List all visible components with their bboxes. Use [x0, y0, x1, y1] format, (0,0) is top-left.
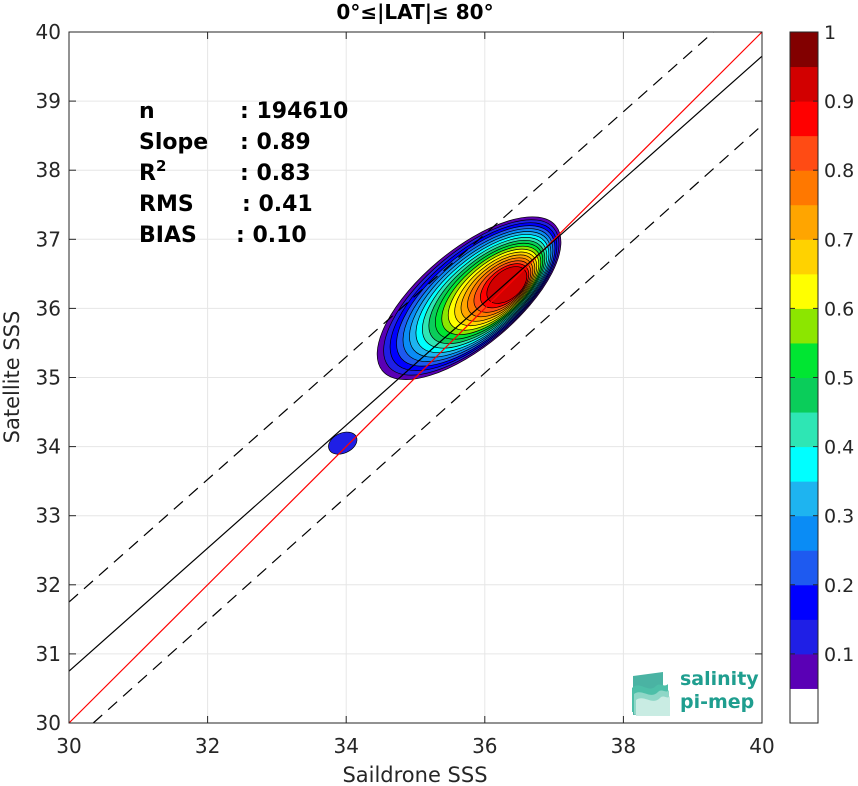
- x-tick-label: 32: [195, 734, 220, 758]
- x-tick-label: 40: [749, 734, 774, 758]
- stat-value-r: : 0.83: [240, 161, 311, 186]
- colorbar: 0.1 0.2 0.3 0.4 0.5 0.6 0.7 0.8 0.9 1: [789, 22, 854, 724]
- colorbar-band-19: [790, 32, 818, 68]
- statistics-box: n : 194610 Slope : 0.89 R2 : 0.83 RMS : 0.41 BIA…: [139, 99, 348, 248]
- colorbar-band-12: [790, 273, 818, 309]
- y-tick-label: 33: [36, 504, 61, 528]
- stat-label-n: n: [139, 99, 155, 124]
- y-tick-label: 31: [36, 642, 61, 666]
- colorbar-tick-label: 0.4: [824, 437, 854, 459]
- colorbar-band-6: [790, 481, 818, 517]
- colorbar-band-3: [790, 584, 818, 620]
- y-tick-label: 30: [36, 711, 61, 735]
- chart-title: 0°≤|LAT|≤ 80°: [336, 0, 493, 24]
- colorbar-band-17: [790, 101, 818, 137]
- upper-bound-line: [68, 31, 714, 603]
- colorbar-tick-label: 0.6: [824, 298, 854, 320]
- logo-text-line1: salinity: [680, 668, 759, 690]
- density-contours: [328, 216, 562, 455]
- colorbar-band-4: [790, 550, 818, 586]
- colorbar-band-18: [790, 66, 818, 102]
- stat-label-r: R2: [139, 157, 166, 186]
- stat-label-slope: Slope: [139, 130, 208, 155]
- one-to-one-line: [68, 31, 763, 724]
- stat-label-rms: RMS: [139, 192, 194, 217]
- y-tick-label: 35: [36, 366, 61, 390]
- y-tick-label: 34: [36, 435, 61, 459]
- colorbar-band-8: [790, 412, 818, 448]
- stat-value-rms: : 0.41: [242, 192, 313, 217]
- x-tick-label: 38: [611, 734, 636, 758]
- colorbar-tick-label: 0.9: [824, 91, 854, 113]
- contour-secondary-peak: [328, 431, 358, 455]
- colorbar-tick-label: 0.7: [824, 229, 854, 251]
- salinity-pi-mep-logo: salinity pi-mep: [632, 668, 759, 716]
- colorbar-band-9: [790, 377, 818, 413]
- x-tick-label: 30: [56, 734, 81, 758]
- colorbar-band-1: [790, 653, 818, 689]
- colorbar-band-0: [790, 688, 818, 724]
- colorbar-band-13: [790, 239, 818, 275]
- stat-value-bias: : 0.10: [236, 223, 307, 248]
- colorbar-tick-label: 0.5: [824, 368, 854, 390]
- colorbar-band-11: [790, 308, 818, 344]
- stat-value-n: : 194610: [240, 99, 348, 124]
- y-tick-label: 39: [36, 89, 61, 113]
- colorbar-band-7: [790, 446, 818, 482]
- colorbar-band-16: [790, 135, 818, 171]
- logo-text-line2: pi-mep: [680, 691, 754, 713]
- lower-bound-line: [92, 124, 763, 724]
- y-tick-label: 32: [36, 573, 61, 597]
- y-tick-label: 36: [36, 296, 61, 320]
- colorbar-band-15: [790, 170, 818, 206]
- colorbar-band-14: [790, 204, 818, 240]
- y-tick-label: 37: [36, 227, 61, 251]
- x-axis-label: Saildrone SSS: [342, 763, 487, 786]
- colorbar-tick-label: 0.3: [824, 506, 854, 528]
- y-axis-label: Satellite SSS: [0, 311, 24, 444]
- colorbar-band-2: [790, 619, 818, 655]
- y-tick-label: 40: [36, 20, 61, 44]
- colorbar-band-10: [790, 342, 818, 378]
- fit-line: [68, 55, 763, 672]
- y-axis-ticks: 30 31 32 33 34 35 36 37 38 39 40: [36, 20, 762, 735]
- y-tick-label: 38: [36, 158, 61, 182]
- x-tick-label: 34: [333, 734, 358, 758]
- colorbar-tick-label: 0.1: [824, 644, 854, 666]
- reference-lines: [68, 31, 763, 724]
- x-axis-ticks: 30 32 34 36 38 40: [56, 32, 775, 758]
- colorbar-tick-label: 1: [824, 22, 836, 44]
- colorbar-tick-label: 0.2: [824, 575, 854, 597]
- x-tick-label: 36: [472, 734, 497, 758]
- stat-value-slope: : 0.89: [240, 130, 311, 155]
- wave-icon: [632, 672, 670, 716]
- stat-label-bias: BIAS: [139, 223, 197, 248]
- colorbar-band-5: [790, 515, 818, 551]
- colorbar-tick-label: 0.8: [824, 160, 854, 182]
